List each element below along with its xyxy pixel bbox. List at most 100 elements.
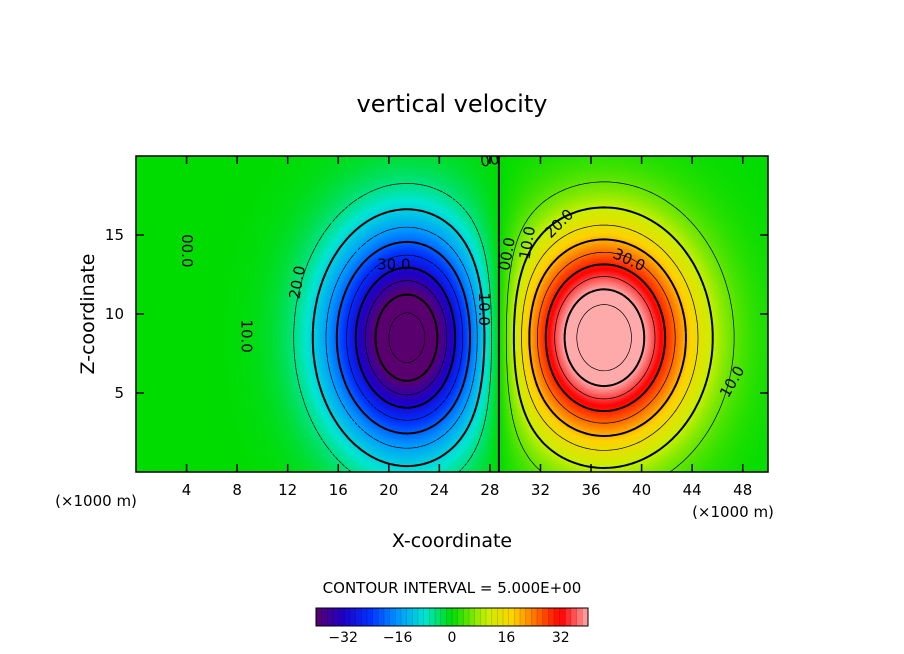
contour-line bbox=[512, 206, 714, 469]
contour-label: 10.0 bbox=[516, 225, 540, 261]
colorbar-segment bbox=[559, 608, 566, 626]
colorbar-segment bbox=[452, 608, 459, 626]
chart-title: vertical velocity bbox=[357, 90, 548, 118]
contour-line bbox=[335, 240, 471, 435]
colorbar-tick-label: −16 bbox=[383, 630, 413, 646]
colorbar-segment bbox=[480, 608, 487, 626]
colorbar-segment bbox=[554, 608, 561, 626]
colorbar-segment bbox=[418, 608, 425, 626]
colorbar-segment bbox=[333, 608, 340, 626]
colorbar-segment bbox=[350, 608, 357, 626]
colorbar-segment bbox=[316, 608, 323, 626]
colorbar-segment bbox=[372, 608, 379, 626]
contour-label: 00.0 bbox=[178, 234, 196, 267]
contour-line bbox=[544, 263, 667, 412]
contour-label: 10.0 bbox=[475, 293, 493, 326]
colorbar-segment bbox=[367, 608, 374, 626]
colorbar-segment bbox=[338, 608, 345, 626]
contour-line bbox=[521, 224, 699, 451]
colorbar-segment bbox=[514, 608, 521, 626]
x-axis-label: X-coordinate bbox=[392, 530, 512, 552]
contour-lines bbox=[293, 156, 735, 472]
colorbar-segment bbox=[469, 608, 476, 626]
x-tick-label: 40 bbox=[632, 481, 651, 499]
y-tick-label: 5 bbox=[114, 384, 124, 402]
colorbar-segment bbox=[321, 608, 328, 626]
colorbar-segment bbox=[435, 608, 442, 626]
x-unit-label: (×1000 m) bbox=[692, 503, 774, 521]
x-tick-label: 28 bbox=[480, 481, 499, 499]
colorbar-segment bbox=[474, 608, 481, 626]
colorbar-segment bbox=[463, 608, 470, 626]
colorbar-tick-label: 0 bbox=[448, 630, 457, 646]
colorbar-segment bbox=[389, 608, 396, 626]
colorbar-segment bbox=[525, 608, 532, 626]
contour-line bbox=[528, 238, 687, 437]
colorbar-segment bbox=[412, 608, 419, 626]
x-tick-label: 4 bbox=[182, 481, 192, 499]
y-tick-label: 15 bbox=[105, 226, 124, 244]
colorbar-segment bbox=[548, 608, 555, 626]
colorbar-segment bbox=[582, 608, 589, 626]
x-tick-label: 12 bbox=[278, 481, 297, 499]
y-tick-label: 10 bbox=[105, 305, 124, 323]
colorbar-tick-label: −32 bbox=[328, 630, 358, 646]
colorbar-segment bbox=[531, 608, 538, 626]
z-unit-label: (×1000 m) bbox=[55, 492, 137, 510]
contour-line bbox=[576, 304, 632, 372]
contour-line bbox=[388, 312, 425, 363]
colorbar-segment bbox=[542, 608, 549, 626]
colorbar-segment bbox=[440, 608, 447, 626]
plot-area: 00.010.020.0 30.010.000.010.020.030.010.0… bbox=[105, 155, 769, 499]
x-tick-label: 48 bbox=[733, 481, 752, 499]
colorbar-segment bbox=[384, 608, 391, 626]
contour-line bbox=[364, 280, 448, 396]
contour-line bbox=[311, 208, 486, 468]
contour-line bbox=[354, 266, 457, 409]
colorbar-segment bbox=[537, 608, 544, 626]
colorbar-segment bbox=[576, 608, 583, 626]
colorbar-segment bbox=[446, 608, 453, 626]
colorbar-segment bbox=[395, 608, 402, 626]
colorbar-segment bbox=[355, 608, 362, 626]
contour-label: 10.0 bbox=[237, 319, 255, 352]
contour-interval-note: CONTOUR INTERVAL = 5.000E+00 bbox=[323, 579, 582, 597]
contour-line bbox=[563, 288, 646, 388]
y-axis-label: Z-coordinate bbox=[77, 254, 99, 375]
colorbar-frame bbox=[315, 607, 589, 627]
contour-line bbox=[293, 183, 492, 472]
contour-label: 00.0 bbox=[495, 236, 519, 272]
x-tick-label: 24 bbox=[430, 481, 449, 499]
contour-line bbox=[374, 293, 439, 382]
x-tick-label: 16 bbox=[329, 481, 348, 499]
colorbar-segment bbox=[423, 608, 430, 626]
colorbar-segment bbox=[491, 608, 498, 626]
x-tick-label: 44 bbox=[683, 481, 702, 499]
contour-line bbox=[554, 276, 656, 400]
colorbar-tick-label: 32 bbox=[552, 630, 570, 646]
x-tick-label: 20 bbox=[379, 481, 398, 499]
contour-line bbox=[505, 181, 735, 472]
colorbar-segment bbox=[429, 608, 436, 626]
colorbar-tick-label: 16 bbox=[497, 630, 515, 646]
colorbar-segment bbox=[344, 608, 351, 626]
contour-line bbox=[325, 226, 478, 449]
contour-line bbox=[346, 254, 464, 421]
colorbar: −32 −16 0 16 32 bbox=[315, 607, 589, 646]
colorbar-segment bbox=[401, 608, 408, 626]
colorbar-segment bbox=[486, 608, 493, 626]
colorbar-segment bbox=[503, 608, 510, 626]
colorbar-segment bbox=[497, 608, 504, 626]
colorbar-segment bbox=[378, 608, 385, 626]
colorbar-segment bbox=[327, 608, 334, 626]
contour-label: 20.0 bbox=[286, 264, 310, 300]
colorbar-segment bbox=[571, 608, 578, 626]
colorbar-segment bbox=[406, 608, 413, 626]
contour-label: 30.0 bbox=[377, 256, 410, 274]
x-tick-label: 8 bbox=[232, 481, 242, 499]
colorbar-segment bbox=[457, 608, 464, 626]
x-tick-label: 32 bbox=[531, 481, 550, 499]
x-tick-label: 36 bbox=[581, 481, 600, 499]
